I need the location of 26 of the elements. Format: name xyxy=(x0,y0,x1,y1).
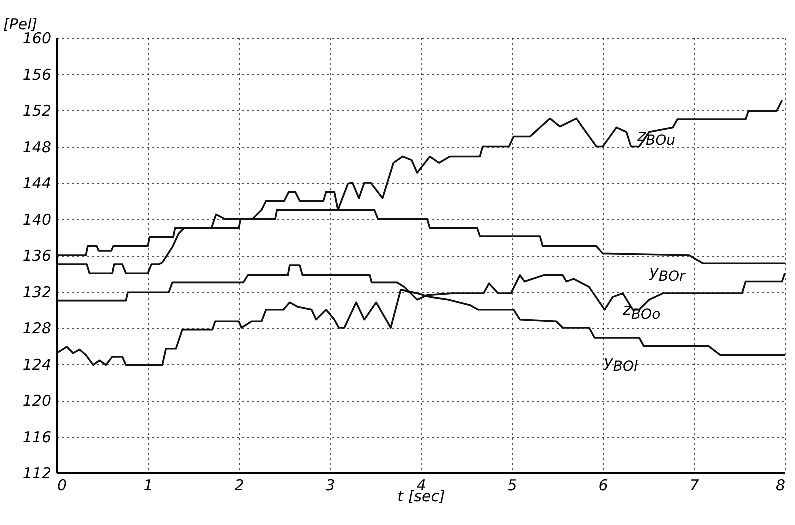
x-tick-label: 3 xyxy=(326,476,336,494)
y-tick-label: 156 xyxy=(22,66,52,84)
x-tick-label: 6 xyxy=(598,476,608,494)
x-tick-label: 7 xyxy=(690,476,700,494)
y-axis-title: [Pel] xyxy=(4,16,38,34)
x-tick-label: 4 xyxy=(416,476,426,494)
y-tick-label: 148 xyxy=(22,138,52,156)
y-tick-label: 136 xyxy=(22,247,52,265)
y-tick-label: 116 xyxy=(22,428,52,446)
x-tick-label: 1 xyxy=(144,476,154,494)
y-tick-label: 124 xyxy=(22,356,52,374)
y-tick-label: 112 xyxy=(22,464,52,482)
y-tick-label: 144 xyxy=(22,174,52,192)
y-tick-label: 128 xyxy=(22,320,52,338)
y-tick-label: 140 xyxy=(22,210,52,229)
y-tick-label: 132 xyxy=(22,283,52,302)
x-tick-label: 8 xyxy=(776,476,786,494)
x-tick-label: 5 xyxy=(508,476,518,494)
x-tick-label: 2 xyxy=(234,476,244,494)
series-label: z$_{BOu}$ xyxy=(638,126,676,149)
y-tick-label: 120 xyxy=(22,392,52,410)
x-tick-label: 0 xyxy=(58,476,68,494)
series-label: y$_{BOl}$ xyxy=(604,352,638,376)
y-tick-label: 152 xyxy=(22,102,52,120)
series-label: y$_{BOr}$ xyxy=(649,262,686,285)
series-label: z$_{BOo}$ xyxy=(623,300,661,323)
